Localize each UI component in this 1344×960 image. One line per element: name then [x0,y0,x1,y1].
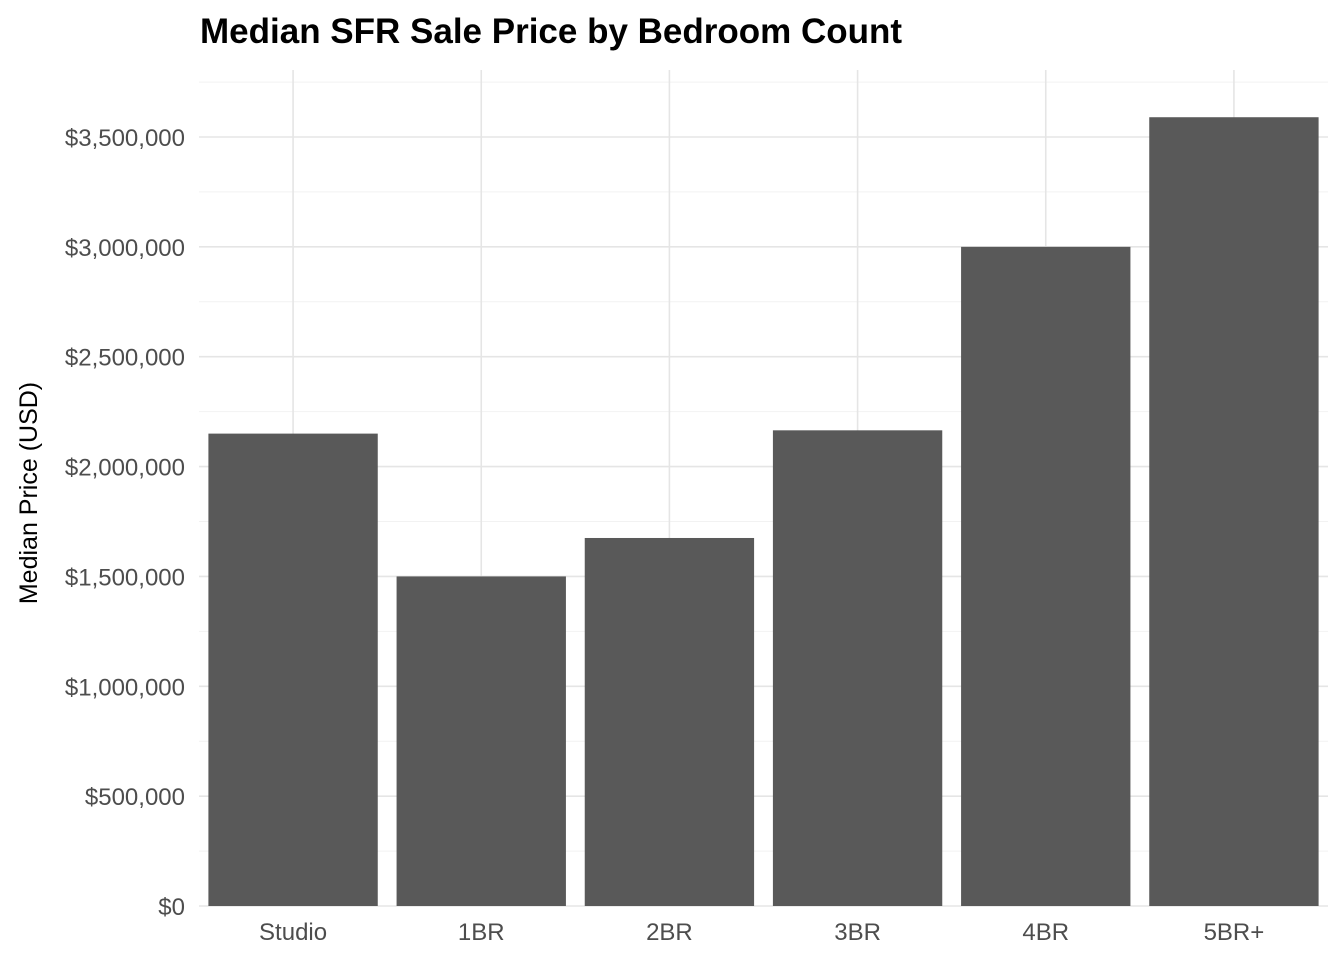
x-tick-label: 4BR [1022,919,1069,946]
y-tick-label: $1,000,000 [65,674,185,701]
bar-3br [772,430,943,906]
y-tick-label: $500,000 [85,784,185,811]
x-tick-label: 5BR+ [1204,919,1265,946]
bar-studio [208,433,378,906]
y-axis-ticks: $0 $500,000 $1,000,000 $1,500,000 $2,000,000… [65,125,185,921]
bar-2br [584,537,755,906]
bar-1br [396,576,566,906]
y-tick-label: $1,500,000 [65,564,185,591]
y-tick-label: $2,500,000 [65,345,185,372]
x-tick-label: 2BR [646,919,693,946]
bars [208,117,1319,907]
y-tick-label: $3,500,000 [65,125,185,152]
y-axis-label: Median Price (USD) [15,382,43,604]
x-axis-ticks: Studio 1BR 2BR 3BR 4BR 5BR+ [259,919,1264,946]
bar-5br [1149,117,1319,907]
x-tick-label: 3BR [834,919,881,946]
y-tick-label: $2,000,000 [65,455,185,482]
y-tick-label: $3,000,000 [65,235,185,262]
x-tick-label: 1BR [458,919,505,946]
chart-title: Median SFR Sale Price by Bedroom Count [200,12,902,51]
bar-4br [961,246,1131,906]
y-tick-label: $0 [158,894,185,921]
x-tick-label: Studio [259,919,327,946]
